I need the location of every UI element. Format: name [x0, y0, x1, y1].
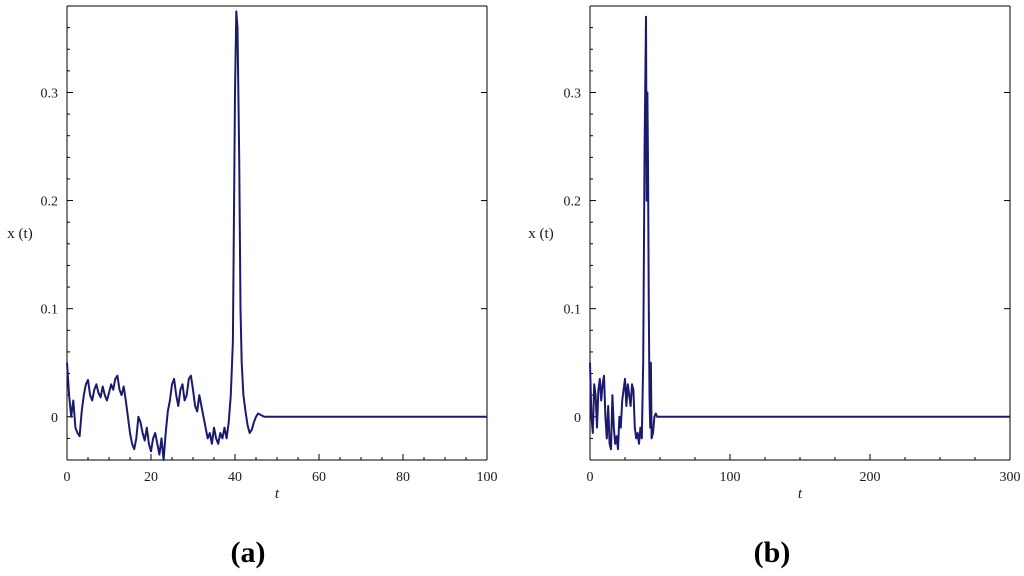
panel-b: 0 0.1 0.2 0.3 0 100 200 300 x (t) t (b): [528, 5, 1021, 569]
panel-b-series-line: [589, 15, 1010, 451]
panel-b-marks: 0 0.1 0.2 0.3 0 100 200 300: [564, 5, 1021, 485]
panel-a-ytick-label: 0: [51, 411, 58, 426]
panel-b-label: (b): [754, 536, 791, 569]
panel-b-ytick-label: 0.2: [564, 195, 582, 210]
panel-a-xtick-label: 100: [477, 470, 498, 485]
panel-a-series-line: [66, 10, 487, 461]
panel-a-marks: 0 0.1 0.2 0.3 0 20 40 60 80 100: [41, 5, 498, 485]
panel-b-xlabel: t: [798, 486, 803, 502]
panel-b-ylabel: x (t): [528, 226, 553, 242]
panel-b-xtick-label: 0: [587, 470, 594, 485]
panel-a-xtick-label: 80: [396, 470, 410, 485]
panel-b-ytick-label: 0.3: [564, 86, 582, 101]
panel-a-ytick-label: 0.2: [41, 195, 59, 210]
panel-a-ylabel: x (t): [7, 226, 32, 242]
panel-a: 0 0.1 0.2 0.3 0 20 40 60 80 100 x (t) t (a): [7, 5, 498, 569]
panel-a-xtick-label: 20: [144, 470, 158, 485]
panel-a-xtick-label: 0: [64, 470, 71, 485]
panel-a-label: (a): [231, 536, 266, 569]
panel-a-xlabel: t: [275, 486, 280, 502]
panel-b-ytick-label: 0.1: [564, 303, 582, 318]
panel-b-xtick-label: 200: [860, 470, 881, 485]
panel-a-xtick-label: 40: [228, 470, 242, 485]
panel-b-xtick-label: 300: [1000, 470, 1021, 485]
panel-a-ytick-label: 0.3: [41, 86, 59, 101]
panel-a-xtick-label: 60: [312, 470, 326, 485]
panel-b-ytick-label: 0: [574, 411, 581, 426]
panel-b-xtick-label: 100: [720, 470, 741, 485]
panel-a-ytick-label: 0.1: [41, 303, 59, 318]
